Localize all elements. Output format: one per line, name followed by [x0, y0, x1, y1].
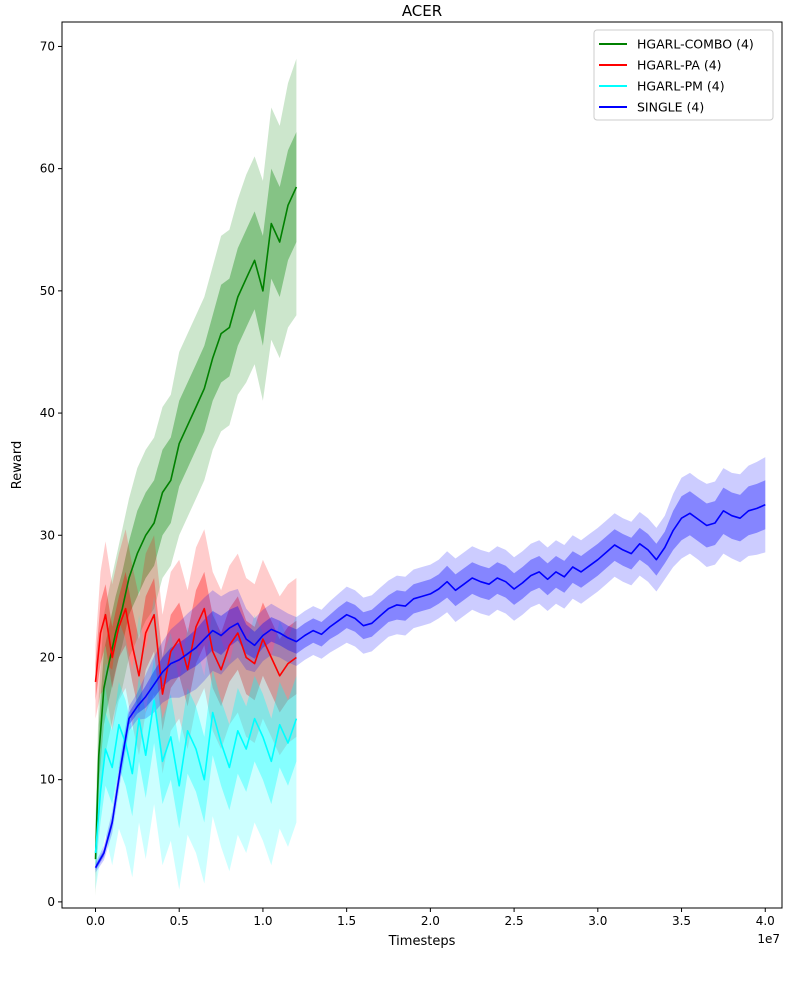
- x-tick-label: 0.5: [170, 914, 189, 928]
- x-tick-label: 1.5: [337, 914, 356, 928]
- y-axis-label: Reward: [10, 441, 25, 489]
- legend-label-hgarl-pa-4: HGARL-PA (4): [637, 58, 722, 73]
- x-tick-label: 1.0: [253, 914, 272, 928]
- series-line-single-4: [94, 503, 766, 869]
- chart-title: ACER: [402, 2, 442, 20]
- confidence-bands: [95, 58, 766, 896]
- legend-label-hgarl-combo-4: HGARL-COMBO (4): [637, 37, 754, 52]
- x-tick-label: 2.0: [421, 914, 440, 928]
- series-line-hgarl-pm-4: [94, 699, 298, 854]
- band-inner-hgarl-pm-4: [95, 657, 297, 872]
- x-tick-label: 4.0: [756, 914, 775, 928]
- series-line-hgarl-combo-4: [94, 186, 298, 860]
- band-inner-hgarl-pa-4: [95, 571, 297, 731]
- x-axis-label: Timesteps: [388, 934, 456, 949]
- x-tick-label: 0.0: [86, 914, 105, 928]
- y-tick-label: 40: [40, 406, 55, 420]
- x-tick-label: 3.0: [588, 914, 607, 928]
- x-axis-offset-label: 1e7: [757, 932, 780, 946]
- band-outer-hgarl-pm-4: [95, 596, 297, 890]
- band-outer-single-4: [95, 457, 766, 873]
- x-tick-label: 2.5: [505, 914, 524, 928]
- series-lines: [94, 186, 766, 869]
- band-inner-hgarl-combo-4: [95, 132, 297, 878]
- series-line-hgarl-pa-4: [94, 607, 297, 695]
- legend-label-single-4: SINGLE (4): [637, 100, 704, 115]
- band-outer-hgarl-pa-4: [95, 529, 297, 774]
- y-tick-label: 50: [40, 284, 55, 298]
- axes: 0.0 0.5 1.0 1.5 2.0 2.5 3.0 3.5 4.0 0 10 20 30 40 50 60…: [40, 21, 783, 928]
- y-tick-label: 30: [40, 528, 55, 542]
- y-tick-label: 60: [40, 162, 55, 176]
- y-tick-label: 10: [40, 773, 55, 787]
- plot-frame: [61, 21, 783, 909]
- y-tick-label: 0: [47, 895, 55, 909]
- x-tick-label: 3.5: [672, 914, 691, 928]
- legend-box: [593, 29, 774, 121]
- legend: HGARL-COMBO (4) HGARL-PA (4) HGARL-PM (4) S…: [593, 29, 774, 121]
- band-outer-hgarl-combo-4: [95, 58, 297, 896]
- y-tick-label: 70: [40, 39, 55, 53]
- y-tick-label: 20: [40, 650, 55, 664]
- legend-label-hgarl-pm-4: HGARL-PM (4): [637, 79, 725, 94]
